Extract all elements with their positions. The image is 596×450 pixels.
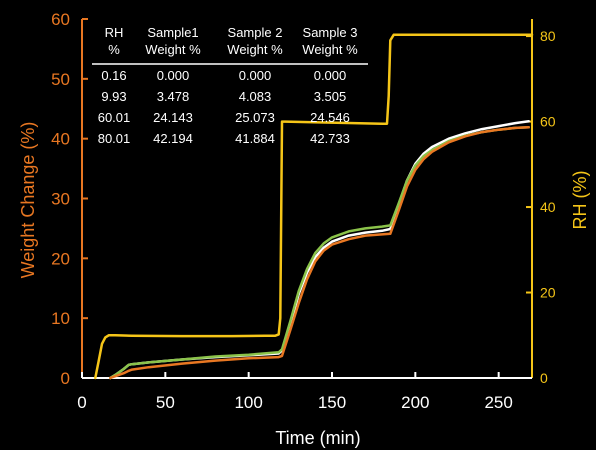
left-tick-label: 10: [51, 309, 70, 328]
left-tick-label: 20: [51, 249, 70, 268]
right-tick-label: 0: [540, 370, 548, 386]
table-cell: 24.143: [153, 110, 193, 125]
x-tick-label: 100: [234, 393, 262, 412]
bottom-axis: 0 50 100 150 200 250 Time (min): [77, 372, 532, 448]
table-cell: 4.083: [239, 89, 272, 104]
table-header-cell: Weight %: [227, 42, 283, 57]
right-tick-label: 20: [540, 285, 556, 301]
table-cell: 3.505: [314, 89, 347, 104]
x-tick-label: 250: [484, 393, 512, 412]
right-axis: 0 20 40 60 80 RH (%): [526, 19, 590, 386]
table-header-cell: %: [108, 42, 120, 57]
table-cell: 41.884: [235, 131, 275, 146]
left-tick-label: 60: [51, 10, 70, 29]
table-cell: 42.194: [153, 131, 193, 146]
right-tick-label: 60: [540, 114, 556, 130]
table-cell: 0.000: [314, 68, 347, 83]
left-tick-label: 40: [51, 130, 70, 149]
table-cell: 0.000: [239, 68, 272, 83]
left-axis-label: Weight Change (%): [18, 122, 38, 279]
table-cell: 80.01: [98, 131, 131, 146]
table-cell: 42.733: [310, 131, 350, 146]
table-cell: 3.478: [157, 89, 190, 104]
series-line-weight-3: [109, 126, 530, 380]
data-table: RH% Sample1 Weight % Sample 2 Weight % Sample…: [92, 25, 368, 146]
series-line-rh: [94, 33, 534, 380]
right-tick-label: 80: [540, 28, 556, 44]
table-cell: 24.546: [310, 110, 350, 125]
table-header-cell: Sample 3: [303, 25, 358, 40]
left-tick-label: 50: [51, 70, 70, 89]
table-header-cell: RH: [105, 25, 124, 40]
table-cell: 0.000: [157, 68, 190, 83]
table-cell: 0.16: [101, 68, 126, 83]
left-tick-label: 30: [51, 190, 70, 209]
table-header-cell: Weight %: [302, 42, 358, 57]
x-tick-label: 200: [401, 393, 429, 412]
table-cell: 9.93: [101, 89, 126, 104]
x-tick-label: 0: [77, 393, 86, 412]
table-cell: 25.073: [235, 110, 275, 125]
table-header-cell: Sample1: [147, 25, 198, 40]
table-header-cell: Weight %: [145, 42, 201, 57]
x-axis-label: Time (min): [275, 428, 360, 448]
table-header-cell: Sample 2: [228, 25, 283, 40]
left-tick-label: 0: [61, 369, 70, 388]
left-axis: 0 10 20 30 40 50 60 Weight Change (%): [18, 10, 88, 388]
series-group: [94, 33, 534, 380]
x-tick-label: 50: [156, 393, 175, 412]
table-cell: 60.01: [98, 110, 131, 125]
x-tick-label: 150: [318, 393, 346, 412]
right-axis-label: RH (%): [570, 171, 590, 230]
right-tick-label: 40: [540, 199, 556, 215]
